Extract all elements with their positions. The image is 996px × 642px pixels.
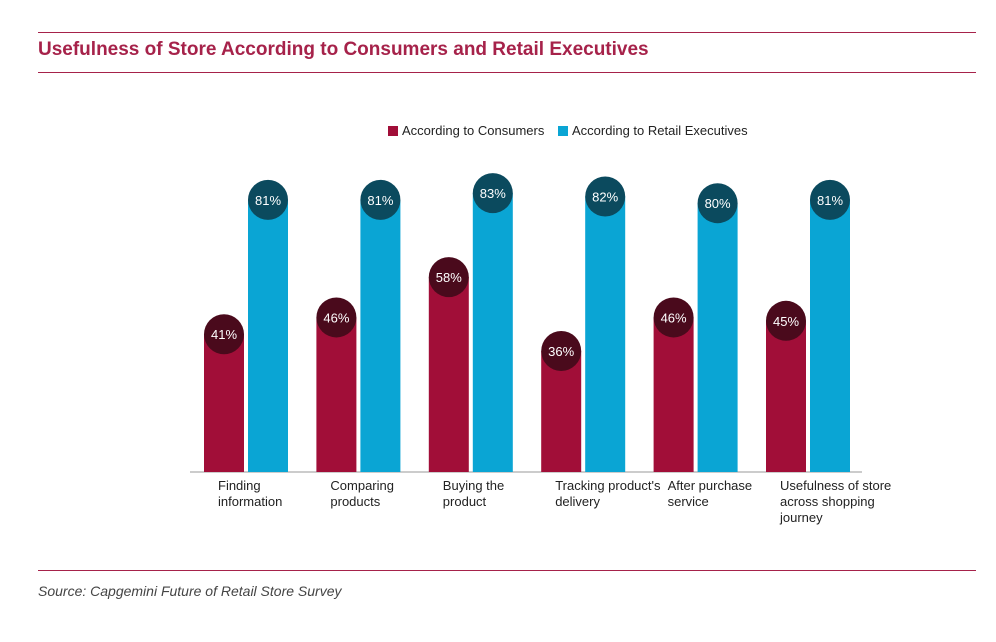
value-label-consumers-3: 36% (548, 344, 574, 359)
bar-consumers-3 (541, 351, 582, 472)
value-label-consumers-5: 45% (773, 314, 799, 329)
bar-executives-5 (810, 199, 850, 472)
bar-executives-1 (360, 199, 401, 472)
bar-executives-4 (697, 203, 738, 472)
category-label-3-line-0: Tracking product's (555, 478, 661, 493)
legend-executives-swatch (558, 126, 568, 136)
category-label-2-line-1: product (443, 494, 487, 509)
value-badge-executives-2 (472, 173, 513, 214)
bar-consumers-5 (766, 320, 806, 472)
value-badge-consumers-4 (653, 297, 694, 338)
category-label-5-line-2: journey (779, 510, 823, 525)
bar-consumers-4 (653, 317, 694, 472)
category-label-5-line-1: across shopping (780, 494, 875, 509)
category-label-0-line-0: Finding (218, 478, 261, 493)
value-badge-executives-0 (248, 179, 288, 220)
value-badge-executives-4 (697, 183, 738, 224)
value-badge-consumers-1 (316, 297, 357, 338)
legend-consumers-swatch (388, 126, 398, 136)
top-rule (38, 32, 976, 33)
title-underline (38, 72, 976, 73)
legend-executives-label: According to Retail Executives (572, 123, 748, 138)
value-badge-consumers-0 (204, 314, 244, 355)
value-label-consumers-1: 46% (323, 310, 349, 325)
value-badge-consumers-2 (428, 257, 469, 298)
value-badge-executives-3 (585, 176, 626, 217)
bar-executives-3 (585, 196, 626, 472)
bar-consumers-2 (428, 277, 469, 472)
value-badge-consumers-5 (766, 300, 806, 341)
value-label-executives-2: 83% (480, 186, 506, 201)
value-label-consumers-2: 58% (436, 270, 462, 285)
value-label-executives-4: 80% (705, 196, 731, 211)
bar-chart: According to Consumers According to Retai… (190, 123, 891, 525)
value-badge-executives-1 (360, 179, 401, 220)
category-label-1-line-1: products (330, 494, 380, 509)
category-label-3-line-1: delivery (555, 494, 600, 509)
value-label-consumers-0: 41% (211, 327, 237, 342)
value-label-executives-0: 81% (255, 193, 281, 208)
legend-consumers-label: According to Consumers (402, 123, 545, 138)
value-badge-executives-5 (810, 179, 850, 220)
bar-consumers-0 (204, 334, 244, 472)
value-badge-consumers-3 (541, 331, 582, 372)
category-label-5-line-0: Usefulness of store (780, 478, 891, 493)
bar-executives-0 (248, 199, 288, 472)
category-label-4-line-1: service (668, 494, 709, 509)
category-label-0-line-1: information (218, 494, 282, 509)
bar-executives-2 (472, 193, 513, 472)
chart-title: Usefulness of Store According to Consume… (38, 39, 649, 60)
category-label-4-line-0: After purchase (668, 478, 753, 493)
category-label-2-line-0: Buying the (443, 478, 504, 493)
source-note: Source: Capgemini Future of Retail Store… (38, 583, 342, 599)
value-label-executives-1: 81% (367, 193, 393, 208)
value-label-executives-3: 82% (592, 189, 618, 204)
value-label-consumers-4: 46% (661, 310, 687, 325)
category-label-1-line-0: Comparing (330, 478, 394, 493)
bar-consumers-1 (316, 317, 357, 472)
footer-rule (38, 570, 976, 571)
value-label-executives-5: 81% (817, 193, 843, 208)
